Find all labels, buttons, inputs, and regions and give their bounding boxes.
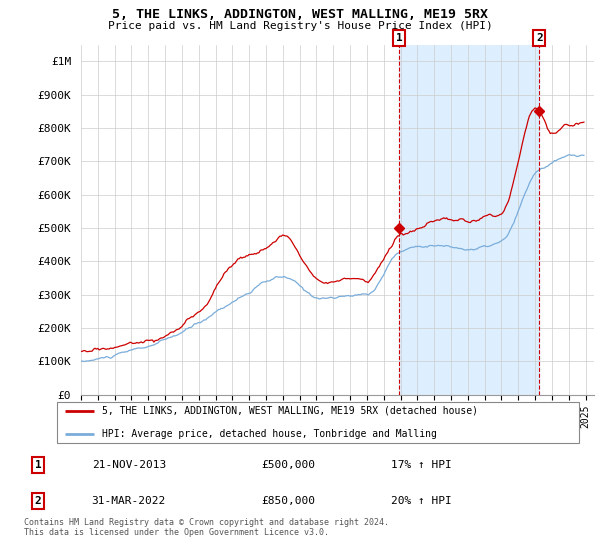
Text: 1: 1 (35, 460, 41, 470)
FancyBboxPatch shape (56, 402, 580, 443)
Text: 1: 1 (395, 33, 402, 43)
Text: 21-NOV-2013: 21-NOV-2013 (92, 460, 166, 470)
Text: Contains HM Land Registry data © Crown copyright and database right 2024.
This d: Contains HM Land Registry data © Crown c… (24, 518, 389, 538)
Text: HPI: Average price, detached house, Tonbridge and Malling: HPI: Average price, detached house, Tonb… (101, 429, 436, 438)
Text: 5, THE LINKS, ADDINGTON, WEST MALLING, ME19 5RX (detached house): 5, THE LINKS, ADDINGTON, WEST MALLING, M… (101, 406, 478, 416)
Text: 2: 2 (536, 33, 543, 43)
Text: 5, THE LINKS, ADDINGTON, WEST MALLING, ME19 5RX: 5, THE LINKS, ADDINGTON, WEST MALLING, M… (112, 8, 488, 21)
Text: £850,000: £850,000 (261, 496, 315, 506)
Text: 20% ↑ HPI: 20% ↑ HPI (391, 496, 451, 506)
Bar (399, 45, 539, 395)
Text: 17% ↑ HPI: 17% ↑ HPI (391, 460, 451, 470)
Text: £500,000: £500,000 (261, 460, 315, 470)
Text: 31-MAR-2022: 31-MAR-2022 (92, 496, 166, 506)
Text: 2: 2 (35, 496, 41, 506)
Text: Price paid vs. HM Land Registry's House Price Index (HPI): Price paid vs. HM Land Registry's House … (107, 21, 493, 31)
